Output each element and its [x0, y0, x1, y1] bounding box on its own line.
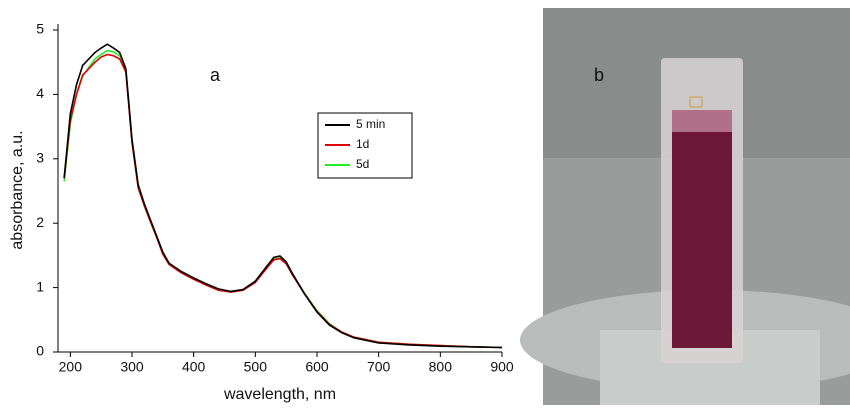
x-tick-label: 900: [490, 359, 514, 375]
y-tick-label: 3: [36, 150, 44, 166]
series-line: [63, 49, 503, 349]
x-tick-label: 300: [120, 359, 144, 375]
legend-label: 5 min: [356, 117, 385, 131]
legend-label: 1d: [356, 137, 369, 151]
legend-label: 5d: [356, 157, 369, 171]
y-axis-title: absorbance, a.u.: [9, 130, 26, 249]
cuvette-mark: [689, 96, 703, 108]
y-tick-label: 4: [36, 85, 44, 101]
y-tick-label: 0: [36, 343, 44, 359]
y-tick-label: 5: [36, 21, 44, 37]
x-axis-title: wavelength, nm: [223, 386, 336, 403]
x-tick-label: 200: [59, 359, 83, 375]
y-tick-label: 2: [36, 214, 44, 230]
series-line: [63, 43, 503, 349]
x-tick-label: 800: [429, 359, 453, 375]
y-tick-label: 1: [36, 278, 44, 294]
photo: b: [520, 8, 850, 405]
photo-label: b: [594, 65, 604, 85]
x-tick-label: 400: [182, 359, 206, 375]
x-tick-label: 600: [305, 359, 329, 375]
series-line: [63, 53, 503, 349]
cuvette-liquid: [672, 128, 732, 348]
panel-label: a: [210, 65, 221, 85]
x-tick-label: 500: [244, 359, 268, 375]
x-tick-label: 700: [367, 359, 391, 375]
cuvette-meniscus: [672, 110, 732, 132]
